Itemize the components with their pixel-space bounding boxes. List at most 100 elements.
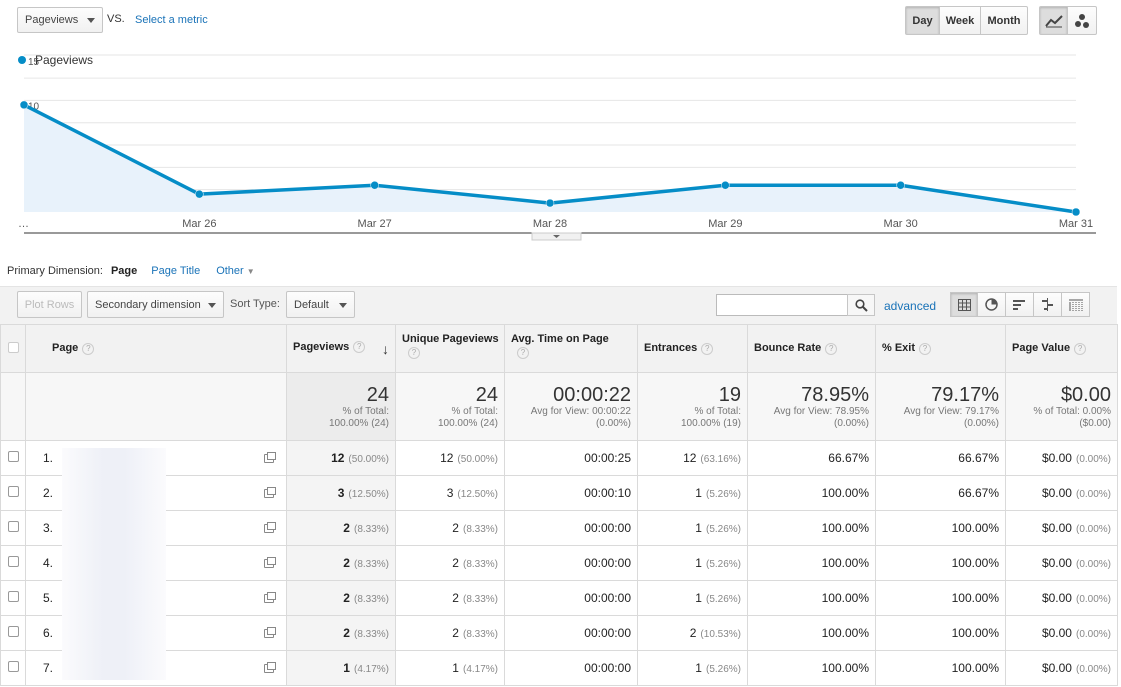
unique-cell: 2 (8.33%) — [395, 615, 505, 651]
external-link-icon[interactable] — [264, 627, 276, 638]
external-link-icon[interactable] — [264, 557, 276, 568]
help-icon[interactable]: ? — [701, 342, 714, 355]
external-link-icon[interactable] — [264, 452, 276, 463]
help-icon[interactable]: ? — [517, 347, 529, 359]
row-index: 3. — [43, 521, 54, 535]
row-checkbox[interactable] — [7, 626, 19, 637]
row-index: 5. — [43, 591, 54, 605]
pivot-table-icon — [1068, 299, 1083, 311]
entrances-header-label: Entrances — [644, 342, 698, 355]
sort-down-arrow-icon[interactable]: ↓ — [382, 340, 389, 357]
month-button[interactable]: Month — [981, 6, 1028, 35]
row-checkbox[interactable] — [7, 591, 19, 602]
help-icon[interactable]: ? — [919, 342, 932, 355]
external-link-icon[interactable] — [264, 522, 276, 533]
pageviews-value: 3 — [337, 486, 345, 500]
row-checkbox[interactable] — [7, 521, 19, 532]
search-button[interactable] — [847, 294, 875, 316]
totals-caption: % of Total: 0.00% — [1033, 405, 1111, 417]
exit-header[interactable]: % Exit? — [875, 324, 1006, 373]
table-search-input[interactable] — [716, 294, 848, 316]
exit-value: 100.00% — [951, 521, 999, 535]
chart-legend: Pageviews — [18, 53, 93, 67]
totals-caption: % of Total: — [694, 405, 741, 417]
sort-type-label: Sort Type: — [230, 298, 280, 310]
unique-percent: (8.33%) — [462, 594, 498, 605]
select-all-checkbox[interactable] — [7, 341, 19, 353]
advanced-link[interactable]: advanced — [884, 299, 937, 313]
table-view-group — [950, 292, 1090, 317]
row-checkbox[interactable] — [7, 661, 19, 672]
unique-pageviews-header[interactable]: Unique Pageviews? — [395, 324, 505, 373]
performance-view-button[interactable] — [1006, 292, 1034, 317]
row-checkbox[interactable] — [7, 486, 19, 497]
x-tick-label: Mar 26 — [182, 218, 216, 230]
page-header[interactable]: Page? — [25, 324, 287, 373]
pageviews-percent: (50.00%) — [348, 454, 389, 465]
row-index: 6. — [43, 626, 54, 640]
external-link-icon[interactable] — [264, 662, 276, 673]
chevron-down-icon — [553, 235, 560, 238]
totals-exit: 79.17% Avg for View: 79.17% (0.00%) — [875, 372, 1006, 441]
entrances-header[interactable]: Entrances? — [637, 324, 748, 373]
bounce-value: 66.67% — [828, 451, 869, 465]
page-value-cell: $0.00 (0.00%) — [1005, 545, 1118, 581]
row-checkbox[interactable] — [7, 451, 19, 462]
sort-type-dropdown[interactable]: Default — [286, 291, 355, 318]
avg-time-header[interactable]: Avg. Time on Page? — [504, 324, 638, 373]
external-link-icon[interactable] — [264, 487, 276, 498]
plot-rows-button[interactable]: Plot Rows — [17, 291, 82, 318]
comparison-view-button[interactable] — [1034, 292, 1062, 317]
totals-caption: Avg for View: 78.95% — [773, 405, 869, 417]
secondary-dimension-dropdown[interactable]: Secondary dimension — [87, 291, 224, 318]
motion-chart-button[interactable] — [1068, 6, 1097, 35]
legend-swatch — [18, 56, 26, 64]
chart-collapse-handle[interactable] — [531, 232, 582, 241]
dimension-other-label: Other — [216, 265, 244, 277]
entrances-value: 1 — [695, 661, 702, 675]
line-chart-button[interactable] — [1039, 6, 1068, 35]
page-value-percent: (0.00%) — [1075, 489, 1111, 500]
help-icon[interactable]: ? — [408, 347, 420, 359]
totals-row: 24% of Total: 100.00% (24) 24% of Total: 1… — [0, 372, 1118, 441]
data-view-button[interactable] — [950, 292, 978, 317]
help-icon[interactable]: ? — [353, 340, 366, 353]
dimension-other[interactable]: Other ▼ — [216, 265, 255, 277]
week-button[interactable]: Week — [940, 6, 981, 35]
bounce-cell: 100.00% — [747, 475, 876, 511]
chevron-down-icon: ▼ — [246, 267, 255, 276]
page-value: $0.00 — [1041, 486, 1072, 500]
pageviews-value: 2 — [343, 591, 350, 605]
dimension-page[interactable]: Page — [110, 265, 138, 277]
unique-cell: 2 (8.33%) — [395, 545, 505, 581]
external-link-icon[interactable] — [264, 592, 276, 603]
row-index: 7. — [43, 661, 54, 675]
pivot-view-button[interactable] — [1062, 292, 1090, 317]
metric-dropdown[interactable]: Pageviews — [17, 7, 103, 33]
totals-caption: 100.00% (19) — [680, 417, 741, 429]
pageviews-header[interactable]: Pageviews? ↓ — [286, 324, 396, 373]
page-value: $0.00 — [1041, 661, 1072, 675]
table-row: 2. 3 (12.50%) 3 (12.50%) 00:00:10 1 (5.26%) 100.… — [0, 475, 1118, 511]
page-value-header[interactable]: Page Value? — [1005, 324, 1118, 373]
totals-unique: 24% of Total: 100.00% (24) — [395, 372, 505, 441]
page-value-percent: (0.00%) — [1075, 594, 1111, 605]
help-icon[interactable]: ? — [82, 342, 95, 355]
page-value-header-label: Page Value — [1012, 342, 1071, 355]
dimension-page-title[interactable]: Page Title — [151, 265, 201, 277]
row-checkbox[interactable] — [7, 556, 19, 567]
exit-value: 100.00% — [951, 626, 999, 640]
percentage-view-button[interactable] — [978, 292, 1006, 317]
chart-type-group — [1039, 6, 1097, 35]
page-value-percent: (0.00%) — [1075, 524, 1111, 535]
help-icon[interactable]: ? — [1074, 342, 1087, 355]
day-button[interactable]: Day — [905, 6, 940, 35]
bounce-value: 100.00% — [821, 521, 869, 535]
totals-caption: 100.00% (24) — [437, 417, 498, 429]
help-icon[interactable]: ? — [825, 342, 838, 355]
row-checkbox-cell — [0, 580, 26, 616]
row-index: 2. — [43, 486, 54, 500]
pageviews-cell: 3 (12.50%) — [286, 475, 396, 511]
select-metric-link[interactable]: Select a metric — [135, 14, 208, 26]
bounce-rate-header[interactable]: Bounce Rate? — [747, 324, 876, 373]
